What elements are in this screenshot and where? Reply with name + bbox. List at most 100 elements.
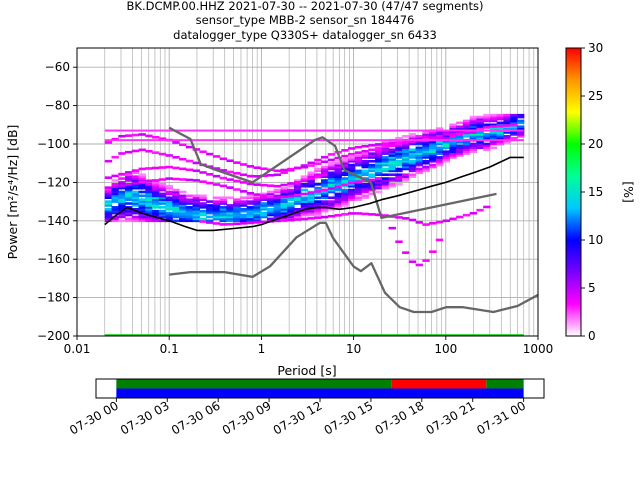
histogram-cell	[341, 196, 349, 200]
y-tick-label: −160	[37, 252, 70, 266]
histogram-cell	[334, 183, 342, 186]
colorbar-tick-label: 10	[588, 233, 603, 247]
histogram-cell	[158, 192, 167, 196]
histogram-cell	[395, 148, 403, 152]
histogram-cell	[192, 215, 200, 219]
histogram-ridge-cell	[435, 137, 444, 141]
histogram-cell	[442, 152, 450, 155]
histogram-cell	[185, 215, 194, 219]
histogram-cell	[273, 206, 282, 209]
histogram-cell	[449, 154, 457, 157]
histogram-cell	[111, 179, 119, 182]
noise-models	[168, 126, 538, 314]
histogram-ridge-cell	[354, 212, 363, 215]
histogram-cell	[145, 198, 153, 201]
histogram-cell	[462, 152, 471, 155]
histogram-cell	[125, 177, 133, 180]
histogram-cell	[449, 156, 457, 159]
histogram-cell	[219, 202, 227, 205]
histogram-cell	[469, 133, 478, 136]
histogram-cell	[287, 211, 295, 215]
histogram-cell	[307, 207, 315, 211]
histogram-ridge-cell	[381, 142, 390, 146]
histogram-cell	[185, 211, 194, 215]
histogram-ridge-cell	[138, 148, 146, 152]
histogram-cell	[273, 198, 282, 201]
histogram-cell	[125, 194, 133, 198]
histogram-cell	[395, 136, 403, 140]
histogram-cell	[449, 152, 457, 155]
histogram-cell	[388, 150, 396, 153]
histogram-cell	[219, 219, 227, 223]
histogram-ridge-cell	[395, 240, 403, 244]
histogram-cell	[212, 200, 221, 203]
histogram-cell	[334, 167, 342, 171]
histogram-cell	[185, 200, 194, 203]
histogram-cell	[212, 206, 221, 209]
histogram-cell	[253, 213, 261, 217]
histogram-cell	[320, 184, 329, 188]
histogram-cell	[483, 117, 491, 121]
histogram-cell	[111, 194, 119, 198]
histogram-cell	[239, 209, 248, 213]
histogram-cell	[152, 188, 160, 192]
histogram-cell	[138, 200, 146, 203]
histogram-cell	[131, 175, 140, 178]
histogram-ridge-cell	[179, 167, 187, 171]
histogram-cell	[341, 194, 349, 198]
histogram-ridge-cell	[273, 184, 282, 188]
histogram-cell	[280, 213, 288, 217]
histogram-ridge-cell	[435, 220, 444, 224]
histogram-cell	[118, 207, 126, 211]
histogram-cell	[429, 159, 437, 163]
histogram-ridge-cell	[212, 222, 221, 225]
histogram-cell	[293, 186, 302, 190]
histogram-cell	[287, 202, 295, 205]
histogram-cell	[179, 219, 187, 223]
histogram-cell	[206, 206, 214, 209]
histogram-cell	[422, 169, 430, 173]
histogram-ridge-cell	[138, 181, 146, 184]
histogram-cell	[442, 140, 450, 144]
histogram-cell	[131, 217, 140, 221]
histogram-cell	[131, 171, 140, 175]
histogram-cell	[253, 215, 261, 219]
colorbar-tick-label: 20	[588, 137, 603, 151]
histogram-cell	[435, 133, 444, 136]
colorbar-tick-label: 30	[588, 41, 603, 55]
histogram-ridge-cell	[273, 196, 282, 199]
histogram-cell	[219, 207, 227, 211]
histogram-cell	[165, 207, 173, 211]
histogram-ridge-cell	[375, 177, 383, 181]
histogram-cell	[341, 184, 349, 188]
histogram-ridge-cell	[280, 195, 288, 199]
histogram-cell	[510, 131, 518, 134]
histogram-cell	[503, 117, 511, 121]
histogram-cell	[145, 186, 153, 190]
histogram-cell	[429, 144, 437, 148]
histogram-cell	[226, 209, 234, 213]
histogram-ridge-cell	[307, 217, 315, 220]
histogram-ridge-cell	[246, 165, 255, 168]
histogram-cell	[104, 211, 113, 215]
histogram-ridge-cell	[206, 152, 214, 156]
histogram-cell	[415, 156, 423, 159]
histogram-cell	[145, 196, 153, 200]
histogram-cell	[152, 217, 160, 221]
histogram-cell	[348, 165, 356, 169]
histogram-cell	[118, 202, 126, 205]
histogram-cell	[375, 156, 383, 159]
histogram-cell	[165, 190, 173, 194]
histogram-cell	[368, 167, 376, 171]
histogram-cell	[462, 121, 471, 125]
histogram-cell	[314, 211, 322, 215]
histogram-cell	[429, 148, 437, 152]
histogram-cell	[354, 156, 363, 159]
histogram-cell	[462, 148, 471, 152]
histogram-cell	[503, 113, 511, 117]
histogram-cell	[179, 204, 187, 207]
histogram-cell	[395, 144, 403, 148]
histogram-cell	[422, 148, 430, 152]
histogram-cell	[381, 156, 390, 159]
histogram-cell	[287, 209, 295, 213]
